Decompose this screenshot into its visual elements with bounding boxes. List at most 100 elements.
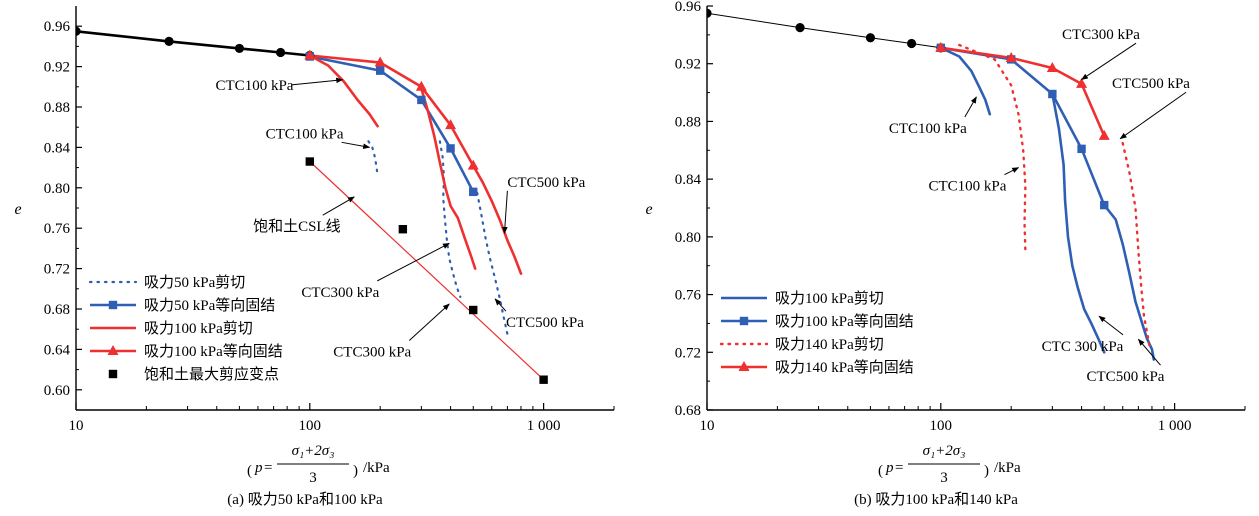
x-title-eq: = [264,460,272,476]
y-tick-label: 0.68 [44,302,70,318]
plot-area [707,8,1156,361]
annotation-label: CTC300 kPa [333,344,411,360]
y-axis-title: e [14,201,21,218]
y-tick-label: 0.64 [44,342,71,358]
x-title-lparen: ( [247,463,252,479]
series-line [76,30,312,57]
y-tick-label: 0.72 [44,262,70,278]
y-tick-label: 0.68 [675,403,701,419]
annotation-label: CTC 300 kPa [1042,339,1124,355]
y-tick-label: 0.84 [44,140,71,156]
x-title-rparen: ) [353,463,358,479]
x-title-denominator: 3 [940,470,948,486]
circle-marker [164,36,174,46]
x-title-eq: = [895,460,903,476]
square-marker [1077,144,1086,154]
series-line [1121,141,1151,347]
y-tick-label: 0.84 [675,172,702,188]
square-marker [1048,89,1057,99]
panel-caption: (a) 吸力50 kPa和100 kPa [227,491,383,508]
square-marker [469,305,478,315]
y-tick-label: 0.60 [44,383,70,399]
square-marker [398,225,408,234]
series-line [367,140,379,177]
circle-marker [865,33,876,43]
triangle-marker [415,80,427,91]
plot-area [76,26,548,384]
annotation-label: CTC100 kPa [216,78,294,94]
circle-marker [707,8,712,18]
square-marker [108,300,118,310]
y-tick-label: 0.92 [44,60,70,76]
series-line [308,54,379,128]
x-tick-label: 10 [700,418,715,434]
annotation-arrow [494,298,507,312]
annotation-label: CTC100 kPa [889,121,967,137]
annotation-label: CTC500 kPa [1112,76,1190,92]
x-title-rparen: ) [984,463,989,479]
x-title-unit: /kPa [994,460,1021,476]
y-tick-label: 0.76 [675,288,702,304]
triangle-marker [738,361,750,371]
circle-marker [906,38,917,49]
legend-label: 吸力50 kPa剪切 [144,274,245,291]
annotation-arrow [1119,91,1187,140]
x-tick-label: 100 [930,418,953,434]
triangle-marker [445,119,457,130]
annotation-arrow [341,141,371,150]
x-title-p: p [885,460,894,476]
annotation-label: CTC300 kPa [301,285,379,301]
series-line [420,87,477,270]
legend-label: 吸力100 kPa等向固结 [775,312,914,330]
x-axis-title: (p = σ₁+2σ₃ 3) /kPa [247,443,390,486]
legend-label: 吸力140 kPa等向固结 [775,358,914,376]
legend-label: 吸力140 kPa剪切 [775,336,884,353]
annotation-arrow [1098,315,1124,336]
series-line [1051,92,1106,354]
legend-label: 吸力100 kPa等向固结 [144,342,283,360]
triangle-marker [1005,51,1017,62]
square-marker [108,369,118,379]
triangle-marker [1046,62,1058,73]
circle-marker [234,43,245,54]
x-title-denominator: 3 [309,470,317,486]
x-title-lparen: ( [878,463,883,479]
annotation-label: CTC500 kPa [1087,369,1165,385]
y-tick-label: 0.96 [44,19,71,35]
square-marker [305,157,315,166]
x-title-unit: /kPa [363,460,390,476]
square-marker [469,187,478,197]
series-line [939,46,992,116]
x-tick-label: 100 [299,418,322,434]
y-tick-label: 0.96 [675,0,702,15]
circle-marker [275,47,286,58]
triangle-marker [1076,77,1088,88]
square-marker [446,144,455,153]
triangle-marker [374,56,386,67]
square-marker [375,66,385,75]
y-tick-label: 0.76 [44,221,71,237]
y-tick-label: 0.92 [675,57,701,73]
x-title-p: p [254,460,263,476]
y-tick-label: 0.80 [675,230,701,246]
annotation-label: CTC500 kPa [506,315,584,331]
square-marker [1100,200,1109,210]
series-line [476,191,510,339]
annotation-arrow [408,303,450,341]
annotation-arrow [377,242,450,282]
x-tick-label: 1 000 [527,418,561,434]
annotation-arrow [964,96,977,118]
annotation-arrow [291,77,344,86]
legend-label: 吸力100 kPa剪切 [775,290,884,307]
chart-panel-a: 0.60 0.64 0.68 0.72 0.76 0.80 0.84 0.88 0.92 0.96… [14,6,615,508]
x-title-numerator: σ₁+2σ₃ [292,443,335,459]
annotation-label: CTC500 kPa [507,175,585,191]
triangle-marker [467,159,479,170]
square-marker [739,316,749,326]
chart-panel-b: 0.68 0.72 0.76 0.80 0.84 0.88 0.92 0.96 10 100 1 0… [645,0,1246,508]
series-line [707,12,942,49]
series-line [1102,203,1156,361]
circle-marker [795,23,805,33]
